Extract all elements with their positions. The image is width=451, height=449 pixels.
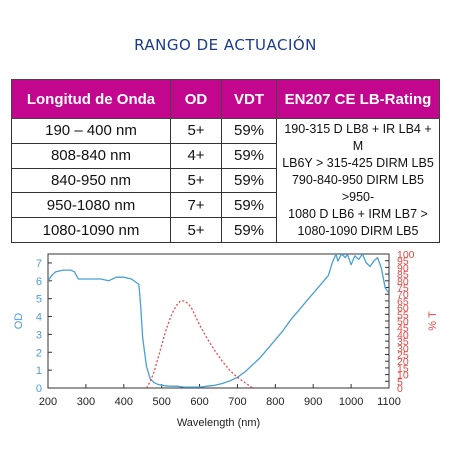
page-title: RANGO DE ACTUACIÓN bbox=[134, 36, 317, 54]
cell-vdt: 59% bbox=[221, 217, 277, 243]
table-row: 1080-1090 nm 5+ 59% bbox=[11, 217, 440, 243]
cell-wavelength: 1080-1090 nm bbox=[11, 217, 171, 243]
cell-wavelength: 840-950 nm bbox=[11, 167, 171, 194]
cell-vdt: 59% bbox=[221, 142, 277, 169]
y-right-tick-label: 25 bbox=[397, 350, 409, 362]
y-right-tick-label: 90 bbox=[397, 262, 409, 274]
header-wavelength: Longitud de Onda bbox=[11, 79, 171, 119]
y-right-axis-label: % T bbox=[427, 311, 439, 331]
od-series-line bbox=[48, 254, 389, 388]
header-vdt: VDT bbox=[221, 79, 277, 119]
rating-line: LB6Y > 315-425 DIRM LB5 bbox=[282, 156, 434, 170]
y-right-tick-label: 80 bbox=[397, 276, 409, 288]
cell-wavelength: 190 – 400 nm bbox=[11, 118, 171, 144]
y-right-tick-label: 10 bbox=[397, 370, 409, 382]
x-axis-label: Wavelength (nm) bbox=[177, 417, 260, 429]
rating-line: 1080 D LB6 + IRM LB7 > bbox=[288, 207, 428, 221]
y-left-tick-label: 0 bbox=[36, 383, 42, 395]
transmission-series-line bbox=[145, 300, 253, 388]
cell-od: 4+ bbox=[170, 142, 222, 169]
cell-rating: 190-315 D LB8 + IR LB4 + M LB6Y > 315-42… bbox=[276, 118, 440, 243]
x-tick-label: 900 bbox=[304, 396, 322, 408]
cell-wavelength: 808-840 nm bbox=[11, 142, 171, 169]
x-tick-label: 400 bbox=[115, 396, 133, 408]
y-right-tick-label: 50 bbox=[397, 316, 409, 328]
x-tick-label: 1100 bbox=[377, 396, 401, 408]
table-row: 840-950 nm 5+ 59% bbox=[11, 167, 440, 194]
plot-frame bbox=[47, 253, 390, 389]
transmission-chart: 200 300 400 500 600 700 800 900 1000 1100Waveleng… bbox=[13, 249, 439, 429]
y-right-tick-label: 85 bbox=[397, 269, 409, 281]
table-header-row: Longitud de Onda OD VDT EN207 CE LB-Rati… bbox=[11, 79, 440, 119]
y-right-tick-label: 0 bbox=[397, 383, 403, 395]
spec-table: Longitud de Onda OD VDT EN207 CE LB-Rati… bbox=[11, 79, 440, 243]
rating-line: 790-840-950 DIRM LB5 >950- bbox=[291, 173, 425, 204]
header-rating: EN207 CE LB-Rating bbox=[276, 79, 440, 119]
y-left-tick-label: 6 bbox=[36, 276, 42, 288]
table-row: 950-1080 nm 7+ 59% bbox=[11, 192, 440, 219]
y-right-tick-label: 20 bbox=[397, 356, 409, 368]
y-right-tick-label: 95 bbox=[397, 256, 409, 268]
x-tick-label: 800 bbox=[266, 396, 284, 408]
y-left-axis-label: OD bbox=[13, 313, 25, 330]
x-tick-label: 500 bbox=[152, 396, 170, 408]
cell-vdt: 59% bbox=[221, 118, 277, 144]
cell-od: 7+ bbox=[170, 192, 222, 219]
x-tick-label: 300 bbox=[77, 396, 95, 408]
y-left-tick-label: 3 bbox=[36, 329, 42, 341]
y-right-tick-label: 5 bbox=[397, 376, 403, 388]
y-right-tick-label: 60 bbox=[397, 303, 409, 315]
y-left-tick-label: 2 bbox=[36, 347, 42, 359]
rating-line: 1080-1090 DIRM LB5 bbox=[297, 224, 419, 238]
y-right-tick-label: 15 bbox=[397, 363, 409, 375]
y-right-tick-label: 75 bbox=[397, 283, 409, 295]
x-tick-label: 600 bbox=[190, 396, 208, 408]
cell-wavelength: 950-1080 nm bbox=[11, 192, 171, 219]
y-right-tick-label: 30 bbox=[397, 343, 409, 355]
y-right-tick-label: 100 bbox=[397, 249, 415, 261]
y-left-tick-label: 5 bbox=[36, 294, 42, 306]
y-left-tick-label: 4 bbox=[36, 312, 42, 324]
cell-od: 5+ bbox=[170, 217, 222, 243]
x-tick-label: 1000 bbox=[339, 396, 363, 408]
table-row: 808-840 nm 4+ 59% bbox=[11, 142, 440, 169]
y-right-tick-label: 70 bbox=[397, 289, 409, 301]
cell-od: 5+ bbox=[170, 167, 222, 194]
y-right-tick-label: 55 bbox=[397, 309, 409, 321]
y-left-tick-label: 1 bbox=[36, 365, 42, 377]
y-right-tick-label: 45 bbox=[397, 323, 409, 335]
cell-vdt: 59% bbox=[221, 192, 277, 219]
cell-od: 5+ bbox=[170, 118, 222, 144]
y-right-tick-label: 35 bbox=[397, 336, 409, 348]
x-tick-label: 700 bbox=[228, 396, 246, 408]
rating-line: 190-315 D LB8 + IR LB4 + M bbox=[284, 122, 432, 153]
y-right-tick-label: 40 bbox=[397, 329, 409, 341]
cell-vdt: 59% bbox=[221, 167, 277, 194]
y-right-tick-label: 65 bbox=[397, 296, 409, 308]
header-od: OD bbox=[170, 79, 222, 119]
y-left-tick-label: 7 bbox=[36, 258, 42, 270]
table-row: 190 – 400 nm 5+ 59% 190-315 D LB8 + IR L… bbox=[11, 118, 440, 243]
x-tick-label: 200 bbox=[39, 396, 57, 408]
